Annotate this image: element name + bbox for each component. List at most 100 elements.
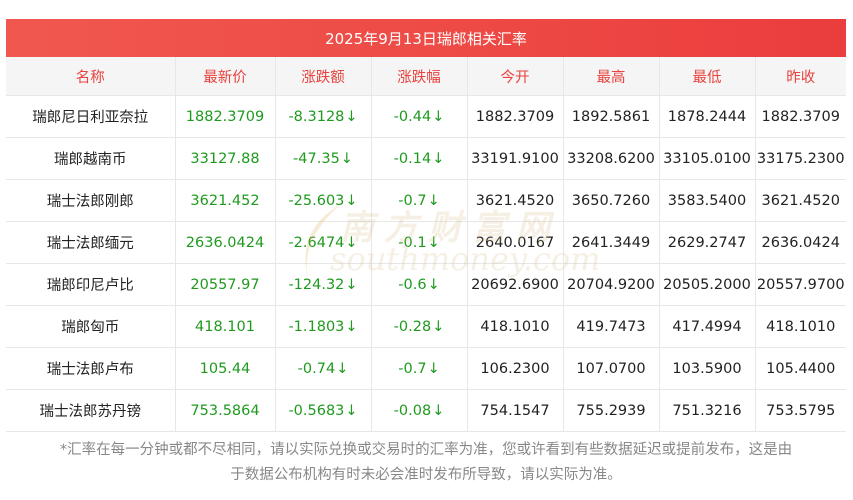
disclaimer-line-1: *汇率在每一分钟或都不尽相同，请以实际兑换或交易时的汇率为准，您或许看到有些数据…: [59, 442, 793, 458]
change-value: -47.35: [293, 150, 340, 167]
table-row: 瑞士法郎缅元 2636.0424 -2.6474↓ -0.1↓ 2640.016…: [6, 221, 846, 264]
cell-high: 2641.3449: [563, 221, 660, 264]
cell-pct: -0.7↓: [371, 179, 468, 222]
cell-pct: -0.7↓: [371, 347, 468, 390]
change-value: -124.32: [288, 276, 345, 293]
cell-pct: -0.44↓: [371, 95, 468, 138]
cell-open: 2640.0167: [467, 221, 564, 264]
cell-prev: 3621.4520: [755, 179, 846, 222]
cell-low: 417.4994: [659, 305, 756, 348]
down-arrow-icon: ↓: [432, 318, 445, 335]
cell-prev: 2636.0424: [755, 221, 846, 264]
table-row: 瑞郎尼日利亚奈拉 1882.3709 -8.3128↓ -0.44↓ 1882.…: [6, 95, 846, 138]
table-header-row: 名称 最新价 涨跌额 涨跌幅 今开 最高 最低 昨收: [6, 57, 846, 96]
disclaimer-line-2: 于数据公布机构有时未必会准时发布所导致，请以实际为准。: [230, 467, 622, 483]
down-arrow-icon: ↓: [432, 150, 445, 167]
header-latest: 最新价: [175, 57, 276, 96]
pct-value: -0.7: [398, 192, 427, 209]
header-open: 今开: [467, 57, 564, 96]
down-arrow-icon: ↓: [345, 234, 358, 251]
header-high: 最高: [563, 57, 660, 96]
change-value: -0.74: [297, 360, 336, 377]
down-arrow-icon: ↓: [427, 276, 440, 293]
cell-latest: 418.101: [175, 305, 276, 348]
cell-change: -124.32↓: [275, 263, 372, 306]
cell-latest: 2636.0424: [175, 221, 276, 264]
cell-latest: 20557.97: [175, 263, 276, 306]
cell-high: 3650.7260: [563, 179, 660, 222]
pct-value: -0.44: [393, 108, 432, 125]
down-arrow-icon: ↓: [345, 108, 358, 125]
table-row: 瑞士法郎苏丹镑 753.5864 -0.5683 ↓ -0.08↓ 754.154…: [6, 389, 846, 432]
table-title-bar: 2025年9月13日瑞郎相关汇率: [6, 19, 846, 57]
cell-high: 33208.6200: [563, 137, 660, 180]
pct-value: -0.6: [398, 276, 427, 293]
change-value: -0.5683: [288, 402, 345, 419]
change-value: -2.6474: [288, 234, 345, 251]
cell-change: -0.74↓: [275, 347, 372, 390]
cell-pct: -0.14↓: [371, 137, 468, 180]
cell-low: 103.5900: [659, 347, 756, 390]
pct-value: -0.08: [393, 402, 432, 419]
cell-name: 瑞士法郎苏丹镑: [6, 389, 176, 432]
cell-low: 751.3216: [659, 389, 756, 432]
down-arrow-icon: ↓: [345, 276, 358, 293]
cell-latest: 753.5864: [175, 389, 276, 432]
header-prev: 昨收: [755, 57, 846, 96]
cell-name: 瑞士法郎缅元: [6, 221, 176, 264]
cell-low: 1878.2444: [659, 95, 756, 138]
cell-name: 瑞郎匈币: [6, 305, 176, 348]
change-value: -1.1803: [288, 318, 345, 335]
cell-latest: 3621.452: [175, 179, 276, 222]
cell-prev: 753.5795: [755, 389, 846, 432]
down-arrow-icon: ↓: [427, 234, 440, 251]
header-pct: 涨跌幅: [371, 57, 468, 96]
table-row: 瑞郎越南币 33127.88 -47.35↓ -0.14↓ 33191.9100…: [6, 137, 846, 180]
cell-high: 1892.5861: [563, 95, 660, 138]
table-row: 瑞郎印尼卢比 20557.97 -124.32↓ -0.6↓ 20692.690…: [6, 263, 846, 306]
cell-high: 419.7473: [563, 305, 660, 348]
cell-low: 3583.5400: [659, 179, 756, 222]
down-arrow-icon: ↓: [345, 192, 358, 209]
cell-name: 瑞郎印尼卢比: [6, 263, 176, 306]
cell-high: 20704.9200: [563, 263, 660, 306]
cell-open: 754.1547: [467, 389, 564, 432]
cell-low: 2629.2747: [659, 221, 756, 264]
down-arrow-icon: ↓: [345, 318, 358, 335]
cell-prev: 1882.3709: [755, 95, 846, 138]
cell-change: -1.1803↓: [275, 305, 372, 348]
cell-high: 107.0700: [563, 347, 660, 390]
down-arrow-icon: ↓: [340, 150, 353, 167]
cell-change: -2.6474↓: [275, 221, 372, 264]
cell-prev: 33175.2300: [755, 137, 846, 180]
cell-pct: -0.1↓: [371, 221, 468, 264]
pct-value: -0.1: [398, 234, 427, 251]
down-arrow-icon: ↓: [427, 360, 440, 377]
down-arrow-icon: ↓: [427, 192, 440, 209]
pct-value: -0.14: [393, 150, 432, 167]
change-value: -8.3128: [288, 108, 345, 125]
cell-open: 106.2300: [467, 347, 564, 390]
cell-open: 1882.3709: [467, 95, 564, 138]
down-arrow-icon: ↓: [432, 108, 445, 125]
cell-pct: -0.08↓: [371, 389, 468, 432]
cell-prev: 418.1010: [755, 305, 846, 348]
table-title: 2025年9月13日瑞郎相关汇率: [325, 29, 527, 48]
table-row: 瑞士法郎卢布 105.44 -0.74↓ -0.7↓ 106.2300 107.…: [6, 347, 846, 390]
cell-pct: -0.28↓: [371, 305, 468, 348]
cell-latest: 1882.3709: [175, 95, 276, 138]
cell-high: 755.2939: [563, 389, 660, 432]
cell-name: 瑞士法郎刚郎: [6, 179, 176, 222]
pct-value: -0.28: [393, 318, 432, 335]
cell-change: -8.3128↓: [275, 95, 372, 138]
cell-change: -47.35↓: [275, 137, 372, 180]
down-arrow-icon: ↓: [432, 402, 445, 419]
cell-name: 瑞郎越南币: [6, 137, 176, 180]
cell-latest: 33127.88: [175, 137, 276, 180]
table-row: 瑞士法郎刚郎 3621.452 -25.603↓ -0.7↓ 3621.4520…: [6, 179, 846, 222]
cell-name: 瑞郎尼日利亚奈拉: [6, 95, 176, 138]
disclaimer-note: *汇率在每一分钟或都不尽相同，请以实际兑换或交易时的汇率为准，您或许看到有些数据…: [6, 438, 846, 488]
down-arrow-icon: ↓: [336, 360, 349, 377]
cell-open: 418.1010: [467, 305, 564, 348]
header-name: 名称: [6, 57, 176, 96]
